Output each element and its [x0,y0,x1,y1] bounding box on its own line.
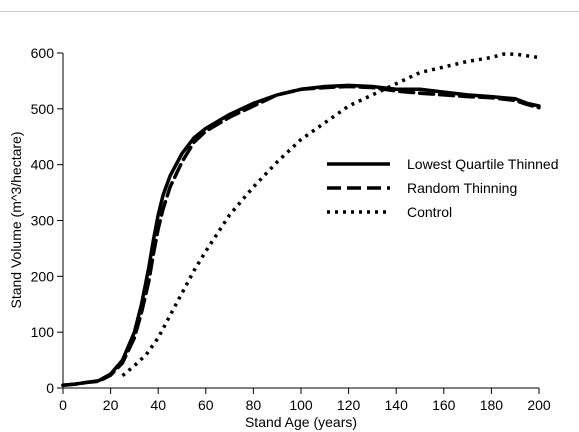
legend-label-random-thinning: Random Thinning [407,180,517,196]
x-tick-label: 160 [432,397,456,413]
y-tick-label: 300 [31,213,55,229]
x-tick-label: 0 [59,397,67,413]
x-tick-label: 40 [150,397,166,413]
series-layer [61,52,541,387]
x-ticks: 0 20 40 60 80 100 120 140 160 180 200 [59,388,551,413]
x-tick-label: 180 [480,397,504,413]
x-tick-label: 120 [337,397,361,413]
x-tick-label: 140 [385,397,409,413]
y-tick-label: 200 [31,268,55,284]
y-tick-label: 500 [31,101,55,117]
y-tick-label: 400 [31,157,55,173]
legend-label-control: Control [407,204,452,220]
x-tick-label: 100 [289,397,313,413]
series-line-random-thinning [61,84,541,387]
series-line-control [121,52,540,378]
legend-label-lowest-quartile-thinned: Lowest Quartile Thinned [407,156,559,172]
y-tick-label: 0 [46,380,54,396]
y-tick-label: 600 [31,45,55,61]
x-tick-label: 60 [198,397,214,413]
y-tick-label: 100 [31,324,55,340]
x-tick-label: 200 [527,397,551,413]
x-tick-label: 80 [246,397,262,413]
y-ticks: 0 100 200 300 400 500 600 [31,45,63,396]
x-axis-title: Stand Age (years) [245,414,357,430]
x-tick-label: 20 [103,397,119,413]
legend: Lowest Quartile Thinned Random Thinning Co… [327,156,559,220]
top-divider [0,11,579,12]
y-axis-title: Stand Volume (m^3/hectare) [8,132,24,309]
